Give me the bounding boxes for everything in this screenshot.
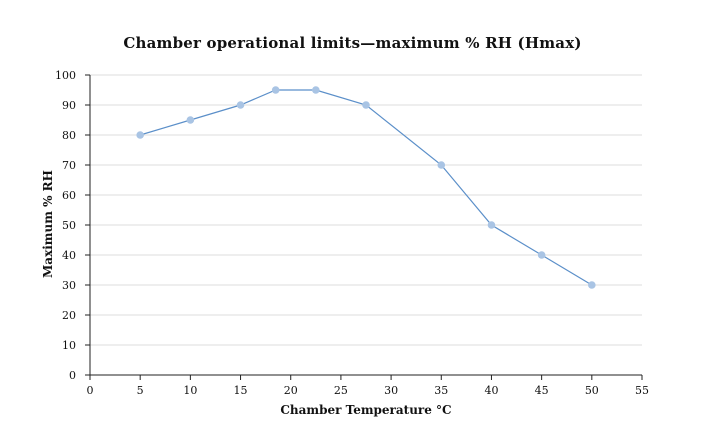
data-point-45 bbox=[537, 251, 546, 259]
x-tick-label-20: 20 bbox=[284, 384, 298, 397]
x-tick-label-30: 30 bbox=[384, 384, 398, 397]
data-point-40 bbox=[487, 221, 496, 229]
x-tick-label-25: 25 bbox=[334, 384, 348, 397]
tick-labels: 0 10 20 30 40 50 60 70 80 90 100 0 5 10 15 20 25 30 35 40 45… bbox=[55, 69, 649, 397]
x-tick-label-5: 5 bbox=[137, 384, 144, 397]
gridlines bbox=[90, 74, 642, 346]
y-tick-label-40: 40 bbox=[62, 249, 76, 262]
series-line-0 bbox=[140, 89, 593, 286]
x-tick-label-50: 50 bbox=[585, 384, 599, 397]
chart-title: Chamber operational limits—maximum % RH … bbox=[123, 34, 582, 52]
axes bbox=[85, 74, 643, 380]
data-point-22.5 bbox=[312, 86, 320, 94]
data-point-27.5 bbox=[362, 101, 370, 109]
y-tick-label-30: 30 bbox=[62, 279, 76, 292]
y-tick-label-70: 70 bbox=[62, 159, 76, 172]
y-tick-label-0: 0 bbox=[69, 369, 76, 382]
data-point-35 bbox=[437, 161, 446, 169]
y-tick-label-90: 90 bbox=[62, 99, 76, 112]
x-tick-label-35: 35 bbox=[434, 384, 448, 397]
y-tick-label-60: 60 bbox=[62, 189, 76, 202]
x-axis-label: Chamber Temperature °C bbox=[280, 403, 452, 417]
y-tick-label-100: 100 bbox=[55, 69, 76, 82]
x-tick-label-45: 45 bbox=[535, 384, 549, 397]
y-tick-label-20: 20 bbox=[62, 309, 76, 322]
series bbox=[136, 86, 596, 289]
data-point-5 bbox=[136, 131, 144, 139]
x-tick-label-15: 15 bbox=[234, 384, 248, 397]
x-tick-label-10: 10 bbox=[183, 384, 197, 397]
x-tick-label-40: 40 bbox=[484, 384, 498, 397]
data-point-50 bbox=[588, 281, 596, 289]
y-tick-label-50: 50 bbox=[62, 219, 76, 232]
y-tick-label-10: 10 bbox=[62, 339, 76, 352]
x-tick-label-0: 0 bbox=[87, 384, 94, 397]
data-point-15 bbox=[236, 101, 245, 109]
x-tick-label-55: 55 bbox=[635, 384, 649, 397]
data-point-18.5 bbox=[271, 86, 280, 94]
data-point-10 bbox=[186, 116, 195, 124]
y-tick-label-80: 80 bbox=[62, 129, 76, 142]
